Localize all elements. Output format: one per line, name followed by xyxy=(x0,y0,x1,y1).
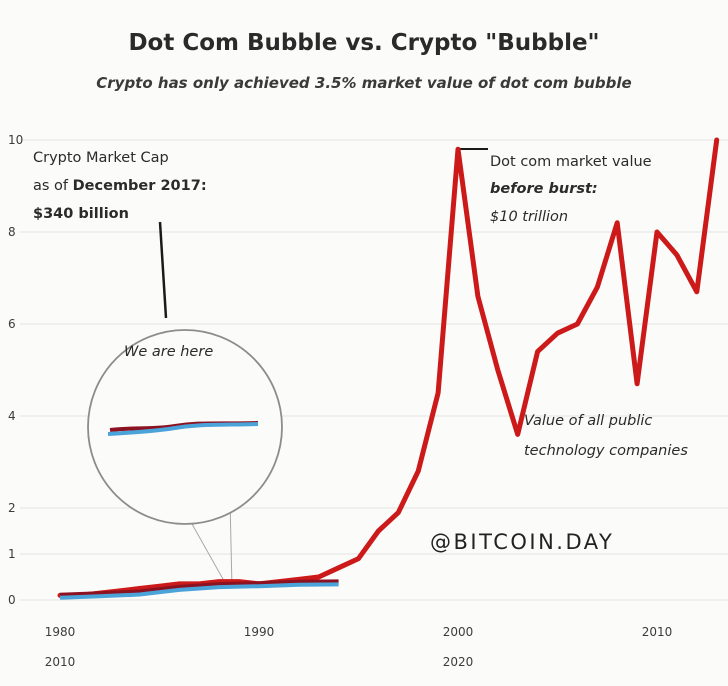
zoom-label: We are here xyxy=(124,344,213,360)
gridlines xyxy=(20,139,728,601)
peak-label-line-2: before burst: xyxy=(490,181,598,197)
y-tick-label-4: 4 xyxy=(8,409,16,423)
crypto-label-line-3: $340 billion xyxy=(33,206,129,222)
x-tick-label-2010: 2010 xyxy=(642,625,673,639)
x-tick-label-2010: 2010 xyxy=(45,655,76,669)
y-axis-ticks: 0 1 2 4 6 8 10 xyxy=(8,133,23,607)
x-tick-label-2020: 2020 xyxy=(443,655,474,669)
y-tick-label-8: 8 xyxy=(8,225,16,239)
y-tick-label-1: 1 xyxy=(8,547,16,561)
crypto-leader-line xyxy=(158,221,168,319)
tech-label-line-1: Value of all public xyxy=(524,413,652,429)
y-tick-label-2: 2 xyxy=(8,501,16,515)
x-tick-label-1990: 1990 xyxy=(244,625,275,639)
watermark: @BITCOIN.DAY xyxy=(430,530,614,554)
peak-label-line-3: $10 trillion xyxy=(490,209,568,225)
series-lines xyxy=(57,137,720,600)
crypto-label-line-1: Crypto Market Cap xyxy=(33,150,169,166)
crypto-label-line-2: as of December 2017: xyxy=(33,178,207,194)
y-tick-label-0: 0 xyxy=(8,593,16,607)
chart-subtitle: Crypto has only achieved 3.5% market val… xyxy=(96,74,632,92)
zoom-crypto-light-line xyxy=(107,422,259,436)
y-tick-label-6: 6 xyxy=(8,317,16,331)
series-crypto-market-cap xyxy=(59,582,339,600)
peak-label-line-1: Dot com market value xyxy=(490,154,652,170)
zoom-connector-right xyxy=(229,499,233,589)
x-axis-ticks: 1980 1990 2000 2010 2010 2020 xyxy=(45,625,673,669)
tech-label-line-2: technology companies xyxy=(524,443,688,459)
x-tick-label-2000: 2000 xyxy=(443,625,474,639)
x-tick-label-1980: 1980 xyxy=(45,625,76,639)
y-tick-label-10: 10 xyxy=(8,133,23,147)
series-crypto-dark xyxy=(59,579,339,597)
chart-title: Dot Com Bubble vs. Crypto "Bubble" xyxy=(128,30,600,56)
series-tech-companies xyxy=(57,137,720,598)
